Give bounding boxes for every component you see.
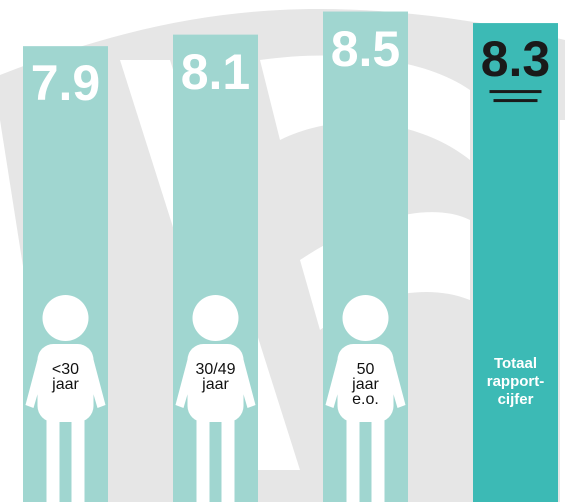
value-label: 8.5 xyxy=(330,20,401,77)
underline xyxy=(489,90,542,94)
person-leg xyxy=(46,415,60,502)
underline xyxy=(493,99,538,103)
value-label: 7.9 xyxy=(30,55,101,112)
person-arm xyxy=(25,352,48,408)
person-leg xyxy=(221,415,235,502)
person-arm xyxy=(83,352,106,408)
bar xyxy=(173,34,258,502)
person-leg xyxy=(196,415,210,502)
person-head xyxy=(342,295,389,341)
person-arm xyxy=(325,352,348,408)
person-body xyxy=(337,344,394,422)
bar xyxy=(323,11,408,502)
person-leg xyxy=(71,415,85,502)
person-body xyxy=(187,344,244,422)
person-arm xyxy=(233,352,256,408)
value-label: 8.1 xyxy=(180,43,251,100)
person-arm xyxy=(383,352,406,408)
person-head xyxy=(42,295,89,341)
category-label: 50 jaar e.o. xyxy=(352,361,379,409)
value-label: 8.3 xyxy=(480,31,551,88)
person-leg xyxy=(346,415,360,502)
person-icon xyxy=(175,295,256,502)
person-icon xyxy=(25,295,106,502)
category-label: <30 jaar xyxy=(51,361,80,394)
person-leg xyxy=(371,415,385,502)
person-body xyxy=(37,344,94,422)
person-arm xyxy=(175,352,198,408)
bar xyxy=(23,46,108,502)
bar xyxy=(473,23,558,502)
person-icon xyxy=(325,295,406,502)
category-label: 30/49 jaar xyxy=(195,361,236,394)
category-label: Totaal rapport- cijfer xyxy=(486,355,545,408)
person-head xyxy=(192,295,239,341)
